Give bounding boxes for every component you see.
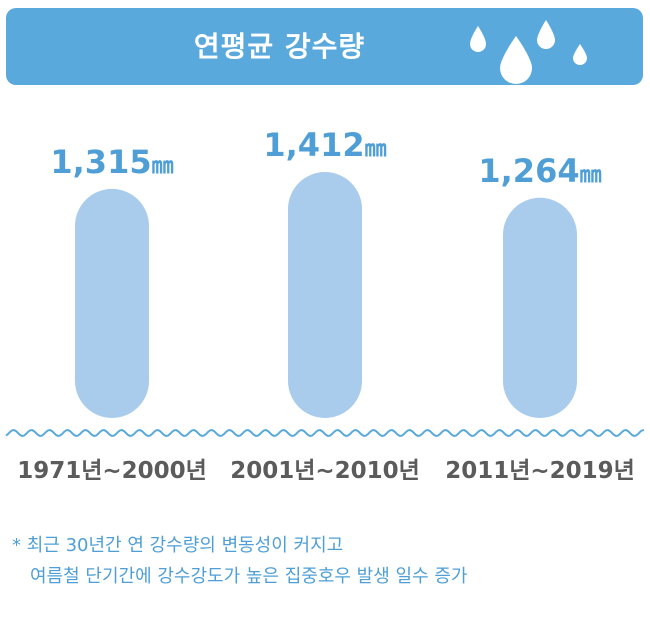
category-label-2: 2001년~2010년 bbox=[230, 458, 420, 484]
value-label-2: 1,412㎜ bbox=[263, 126, 386, 164]
footnote: * 최근 30년간 연 강수량의 변동성이 커지고 여름철 단기간에 강수강도가… bbox=[12, 530, 642, 592]
bar-2 bbox=[288, 172, 362, 418]
footnote-asterisk: * bbox=[12, 535, 21, 556]
page-title: 연평균 강수량 bbox=[193, 30, 366, 63]
title-banner: 연평균 강수량 bbox=[6, 8, 643, 85]
footnote-line-1: 최근 30년간 연 강수량의 변동성이 커지고 bbox=[26, 535, 344, 556]
water-wave-line bbox=[5, 429, 645, 437]
water-drops-icon bbox=[470, 20, 587, 84]
footnote-line-2: 여름철 단기간에 강수강도가 높은 집중호우 발생 일수 증가 bbox=[30, 566, 468, 587]
value-label-3: 1,264㎜ bbox=[478, 152, 601, 190]
bar-3 bbox=[503, 197, 577, 418]
category-label-3: 2011년~2019년 bbox=[445, 458, 635, 484]
value-label-1: 1,315㎜ bbox=[50, 143, 173, 181]
category-label-1: 1971년~2000년 bbox=[17, 458, 207, 484]
rainfall-bar-chart: 1,315㎜ 1971년~2000년 1,412㎜ 2001년~2010년 1,264㎜… bbox=[5, 126, 645, 484]
bar-1 bbox=[75, 188, 149, 418]
